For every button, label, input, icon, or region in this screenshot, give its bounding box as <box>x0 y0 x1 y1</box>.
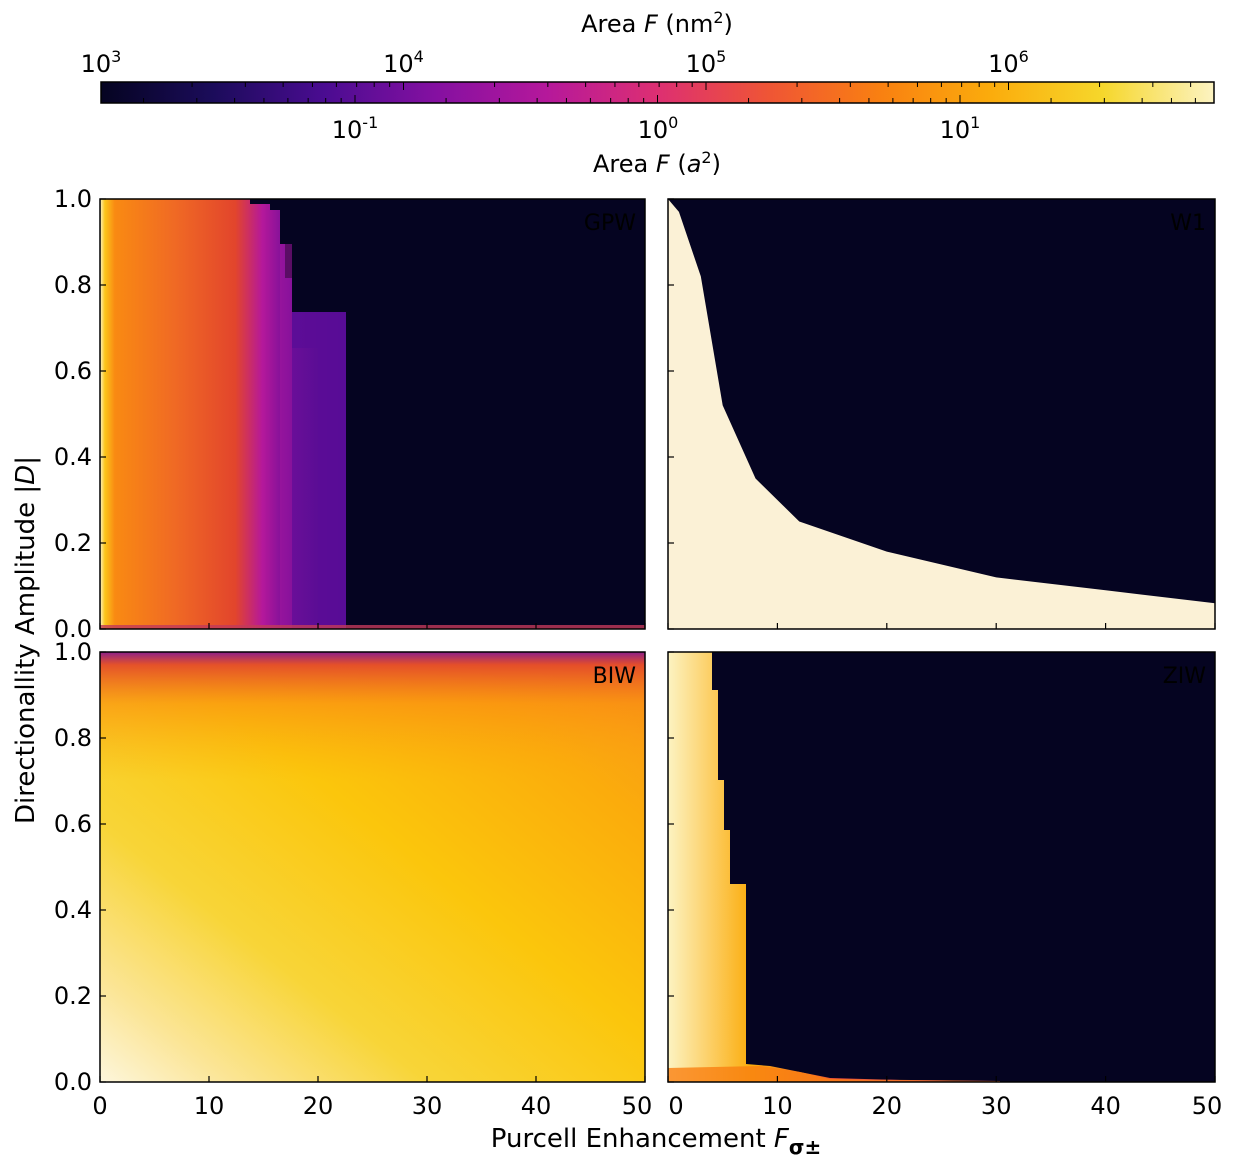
x-tick-label: 10 <box>194 1092 225 1120</box>
colorbar-top-tick-label: 106 <box>988 47 1029 78</box>
y-tick-label: 0.4 <box>54 443 92 471</box>
biw-frame <box>99 651 646 1083</box>
x-tick-label: 0 <box>92 1092 107 1120</box>
x-tick-label: 20 <box>303 1092 334 1120</box>
biw-top-edge <box>100 652 645 1082</box>
colorbar-bottom-tick-label: 10-1 <box>332 113 379 144</box>
y-tick-labels-top: 0.0 0.2 0.4 0.6 0.8 1.0 <box>54 185 92 643</box>
y-tick-label: 1.0 <box>54 185 92 213</box>
y-tick-label: 0.8 <box>54 271 92 299</box>
colorbar-bottom-label: Area F (a2) <box>593 148 721 178</box>
y-axis-label: Directionallity Amplitude |D| <box>11 456 41 824</box>
gpw-frame <box>99 198 646 630</box>
y-tick-labels-bottom: 0.0 0.2 0.4 0.6 0.8 1.0 <box>54 638 92 1096</box>
biw-panel-label: BIW <box>593 664 637 689</box>
ziw-background <box>668 652 1215 1082</box>
x-tick-label: 40 <box>521 1092 552 1120</box>
gpw-purple-fringe <box>292 312 346 629</box>
colorbar-bottom-ticks: 10-1 100 101 <box>143 95 1196 144</box>
ziw-panel-label: ZIW <box>1163 664 1207 689</box>
colorbar-bottom-tick-label: 100 <box>638 113 679 144</box>
w1-fill <box>668 199 1215 629</box>
w1-frame <box>667 198 1216 630</box>
x-tick-label: 0 <box>668 1092 683 1120</box>
colorbar-top-tick-label: 105 <box>686 47 727 78</box>
y-tick-label: 0.0 <box>54 1068 92 1096</box>
axis-ticks <box>99 198 1216 1083</box>
y-tick-label: 0.2 <box>54 529 92 557</box>
panel-biw <box>100 652 645 1082</box>
colorbar: Area F (nm2) 103 104 105 106 10-1 100 101 Are… <box>81 8 1215 178</box>
w1-panel-label: W1 <box>1170 211 1206 236</box>
y-tick-label: 0.6 <box>54 357 92 385</box>
panel-ziw <box>668 652 1215 1082</box>
gpw-magenta-band <box>280 244 292 629</box>
panel-gpw <box>100 199 645 629</box>
x-axis-label: Purcell Enhancement Fσ± <box>491 1124 821 1159</box>
y-tick-label: 0.2 <box>54 982 92 1010</box>
x-tick-label: 50 <box>622 1092 653 1120</box>
x-tick-label: 40 <box>1090 1092 1121 1120</box>
colorbar-top-ticks: 103 104 105 106 <box>81 47 1192 90</box>
ziw-frame <box>667 651 1216 1083</box>
x-tick-label: 30 <box>412 1092 443 1120</box>
y-tick-label: 0.0 <box>54 615 92 643</box>
x-tick-label: 10 <box>762 1092 793 1120</box>
gpw-baseline <box>100 625 645 629</box>
x-tick-labels-right: 0 10 20 30 40 50 <box>668 1092 1222 1120</box>
x-tick-label: 30 <box>981 1092 1012 1120</box>
y-tick-label: 0.4 <box>54 896 92 924</box>
colorbar-top-tick-label: 104 <box>383 47 424 78</box>
x-tick-labels-left: 0 10 20 30 40 50 <box>92 1092 652 1120</box>
x-tick-label: 50 <box>1192 1092 1223 1120</box>
gpw-panel-label: GPW <box>584 211 636 236</box>
colorbar-top-tick-label: 103 <box>81 47 122 78</box>
ziw-field <box>668 652 1000 1082</box>
x-tick-label: 20 <box>872 1092 903 1120</box>
colorbar-bottom-tick-label: 101 <box>940 113 981 144</box>
colorbar-top-label: Area F (nm2) <box>581 8 733 38</box>
panel-w1 <box>668 199 1215 629</box>
ziw-baseline-glow <box>668 1066 1000 1082</box>
y-tick-label: 0.6 <box>54 810 92 838</box>
y-tick-label: 1.0 <box>54 638 92 666</box>
y-tick-label: 0.8 <box>54 724 92 752</box>
